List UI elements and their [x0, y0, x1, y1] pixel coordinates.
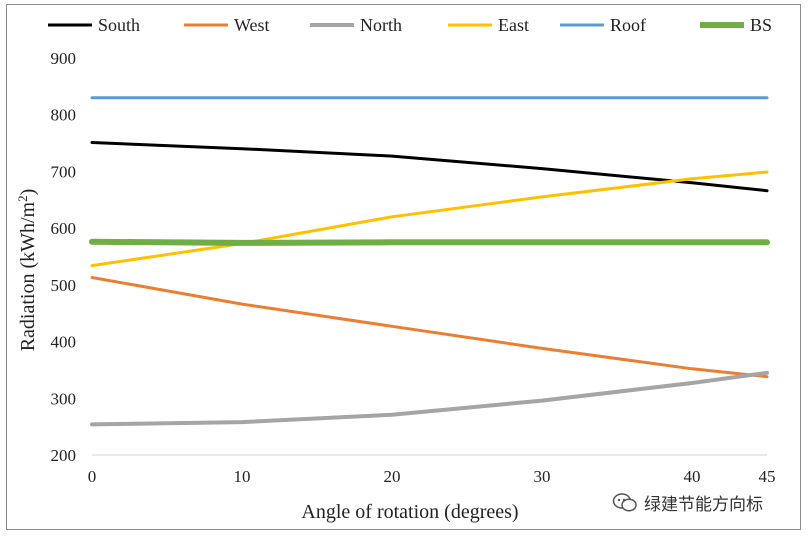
wechat-bubble-icon	[612, 492, 638, 514]
legend-label-west: West	[234, 15, 270, 35]
watermark: 绿建节能方向标	[612, 490, 763, 515]
y-tick-label: 400	[51, 333, 77, 352]
legend-label-south: South	[98, 15, 140, 35]
y-tick-label: 200	[51, 446, 77, 465]
legend: South West North East Roof BS	[48, 15, 772, 35]
y-tick-label: 700	[51, 162, 77, 181]
series-line-north	[90, 370, 769, 427]
y-tick-label: 600	[51, 219, 77, 238]
chart-frame	[6, 4, 801, 530]
x-tick-label: 10	[234, 467, 251, 486]
legend-label-roof: Roof	[610, 15, 646, 35]
x-axis-label: Angle of rotation (degrees)	[301, 501, 518, 523]
y-tick-label: 900	[51, 49, 77, 68]
legend-label-north: North	[360, 15, 402, 35]
y-tick-label: 300	[51, 389, 77, 408]
legend-label-bs: BS	[750, 15, 772, 35]
y-tick-label: 800	[51, 106, 77, 125]
x-tick-label: 30	[534, 467, 551, 486]
series-lines	[89, 96, 770, 427]
x-tick-label: 20	[384, 467, 401, 486]
series-line-west	[90, 276, 769, 379]
y-tick-label: 500	[51, 276, 77, 295]
x-tick-label: 40	[684, 467, 701, 486]
legend-label-east: East	[498, 15, 529, 35]
axes: 200 300 400 500 600 700 800 900 0 10 20 30 40 45	[51, 49, 776, 486]
series-line-bs	[89, 238, 770, 246]
y-axis-label: Radiation (kWh/m2)	[15, 189, 40, 352]
series-line-east	[90, 170, 769, 268]
x-tick-label: 45	[759, 467, 776, 486]
series-line-south	[90, 141, 769, 193]
x-tick-label: 0	[88, 467, 97, 486]
watermark-text: 绿建节能方向标	[644, 495, 763, 515]
